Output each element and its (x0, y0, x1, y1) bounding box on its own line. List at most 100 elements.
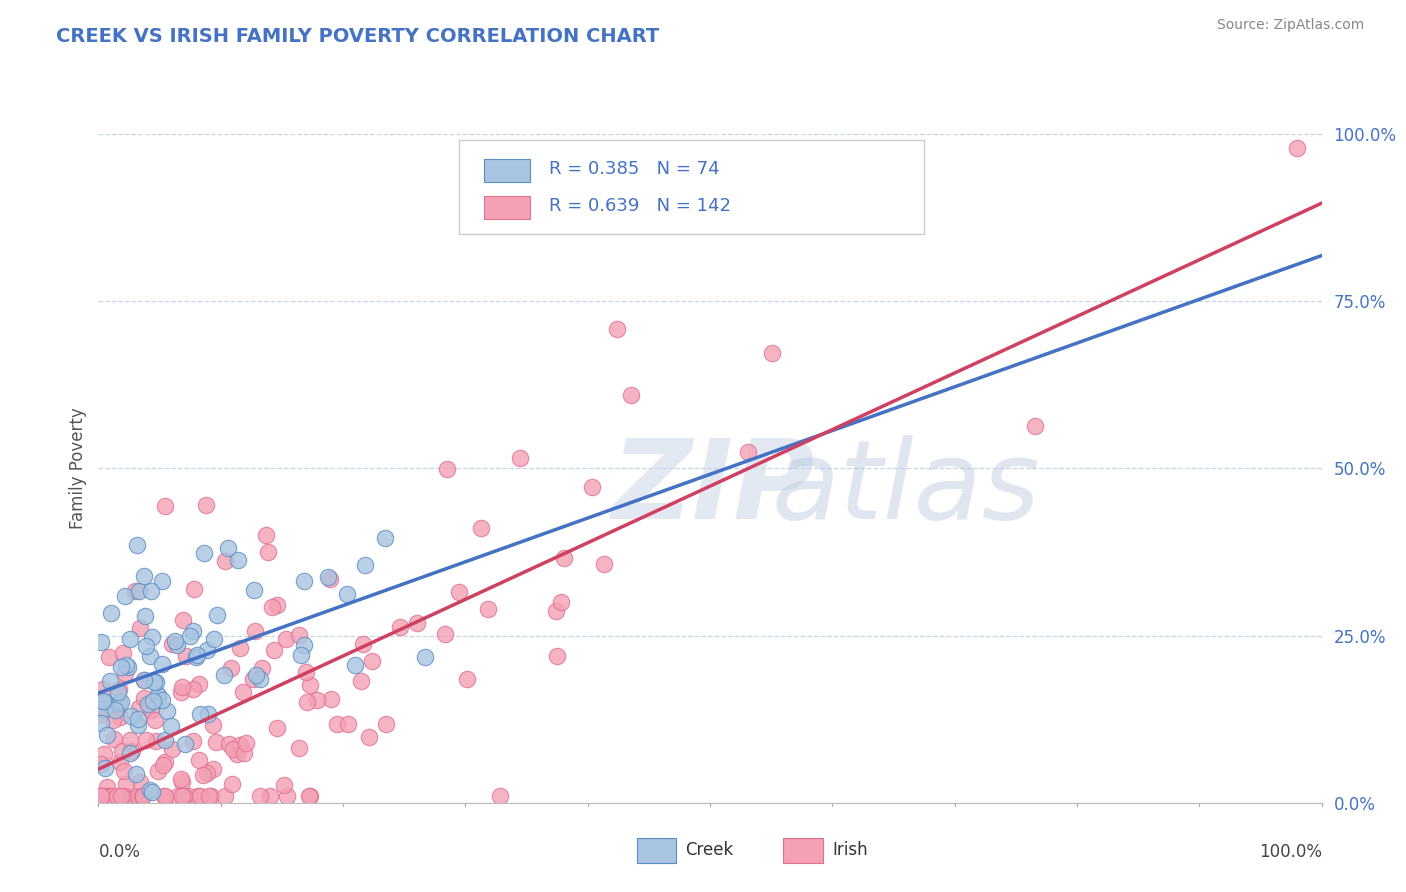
Point (200, 789, 222, 803)
Point (170, 774, 193, 789)
Point (187, 677, 209, 691)
Point (477, 601, 499, 615)
Point (190, 707, 212, 722)
Point (229, 640, 252, 655)
Point (91, 694, 114, 708)
Point (173, 789, 195, 803)
FancyBboxPatch shape (783, 838, 823, 863)
Point (249, 673, 271, 687)
Point (292, 574, 315, 588)
Point (193, 546, 215, 560)
Point (90, 706, 112, 721)
Point (100, 673, 122, 688)
Point (336, 586, 359, 600)
Point (181, 733, 204, 747)
Point (127, 538, 149, 552)
Point (470, 521, 492, 535)
Point (105, 789, 128, 803)
Text: R = 0.639   N = 142: R = 0.639 N = 142 (548, 197, 731, 215)
Point (90, 757, 112, 772)
Point (357, 730, 380, 744)
Point (202, 632, 225, 646)
Point (436, 462, 458, 476)
Point (127, 789, 149, 803)
Point (546, 604, 568, 618)
Point (152, 758, 174, 772)
Point (134, 673, 156, 688)
Point (143, 713, 166, 727)
Point (132, 691, 155, 706)
Point (96, 728, 118, 742)
Text: 100.0%: 100.0% (1258, 843, 1322, 861)
Point (212, 668, 235, 682)
Point (104, 703, 127, 717)
Point (197, 789, 219, 803)
Point (134, 609, 156, 624)
Text: Irish: Irish (832, 840, 868, 859)
Point (155, 704, 177, 718)
Point (160, 719, 183, 733)
Point (266, 598, 288, 612)
Point (581, 480, 603, 494)
Point (207, 607, 229, 622)
Text: CREEK VS IRISH FAMILY POVERTY CORRELATION CHART: CREEK VS IRISH FAMILY POVERTY CORRELATIO… (56, 27, 659, 45)
Point (152, 789, 174, 803)
Point (150, 692, 173, 706)
Point (509, 451, 531, 466)
Point (1024, 418, 1046, 433)
Point (352, 637, 374, 651)
Text: Source: ZipAtlas.com: Source: ZipAtlas.com (1216, 18, 1364, 32)
Point (195, 498, 218, 512)
Point (183, 582, 205, 597)
Point (97, 649, 120, 664)
Point (326, 716, 349, 731)
Point (115, 658, 138, 673)
Point (249, 789, 271, 803)
Point (260, 599, 283, 614)
Point (153, 789, 176, 803)
Point (94, 789, 117, 803)
Point (305, 692, 328, 706)
Point (197, 707, 219, 722)
Text: R = 0.385   N = 74: R = 0.385 N = 74 (548, 161, 720, 178)
Point (353, 558, 375, 573)
Point (160, 741, 183, 756)
Point (226, 553, 249, 567)
Point (172, 613, 194, 627)
Point (761, 346, 783, 360)
Point (143, 674, 166, 689)
Point (150, 657, 173, 672)
Point (141, 785, 163, 799)
Point (108, 755, 131, 769)
Point (606, 322, 628, 336)
Point (170, 772, 193, 787)
Point (221, 661, 243, 675)
Point (90, 789, 112, 803)
Point (179, 789, 201, 803)
Point (108, 710, 131, 724)
Point (288, 740, 311, 755)
Point (91, 681, 114, 696)
Point (434, 627, 457, 641)
Point (274, 632, 297, 647)
Point (1285, 141, 1308, 155)
Point (105, 697, 128, 711)
Point (96, 780, 118, 795)
Point (120, 732, 142, 747)
Point (103, 714, 125, 728)
Point (413, 650, 436, 665)
Point (202, 762, 225, 776)
Point (114, 589, 136, 603)
Point (125, 767, 148, 781)
Point (110, 789, 132, 803)
Point (160, 637, 183, 651)
Point (165, 633, 187, 648)
Point (229, 738, 252, 752)
Point (103, 731, 125, 746)
Text: Creek: Creek (686, 840, 734, 859)
Point (374, 531, 396, 545)
Point (93, 789, 115, 803)
Point (242, 672, 264, 686)
Point (221, 777, 243, 791)
Point (214, 554, 236, 568)
